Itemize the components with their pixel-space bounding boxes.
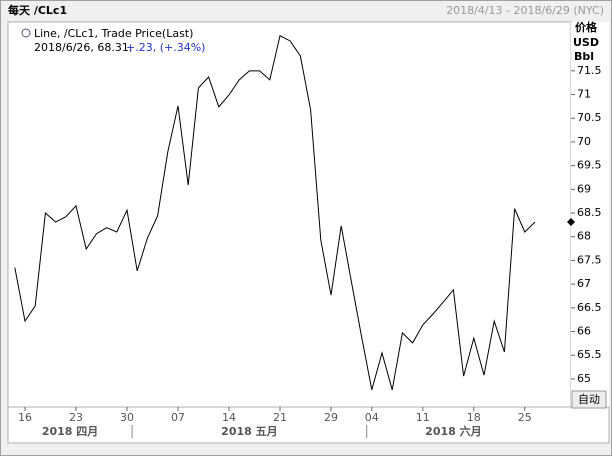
y-tick-label: 65.5 [577, 348, 602, 361]
date-range: 2018/4/13 - 2018/6/29 (NYC) [446, 4, 604, 17]
x-tick-label: 16 [18, 411, 32, 424]
change: +.23, (+.34%) [126, 41, 205, 54]
x-tick-label: 25 [518, 411, 532, 424]
y-tick-label: 71 [577, 88, 591, 101]
y-tick-label: 70.5 [577, 111, 602, 124]
x-tick-label: 18 [467, 411, 481, 424]
y-tick-label: 67 [577, 277, 591, 290]
y-tick-label: 65 [577, 372, 591, 385]
x-tick-label: 11 [416, 411, 430, 424]
last-marker [567, 218, 575, 227]
month-label: 2018 四月 [42, 425, 98, 438]
y-tick-label: 71.5 [577, 64, 602, 77]
line [14, 35, 536, 390]
month-label: 2018 五月 [221, 425, 277, 438]
x-tick-label: 14 [222, 411, 236, 424]
x-tick-label: 29 [324, 411, 338, 424]
y-tick-label: 67.5 [577, 253, 602, 266]
auto-button[interactable] [571, 390, 607, 409]
x-axis-area [7, 406, 610, 444]
axis-area [571, 22, 609, 407]
info: 2018/6/26, 68.31, [34, 41, 132, 54]
legend-icon [21, 28, 31, 38]
legend-entry: Line, /CLc1, Trade Price(Last) [34, 27, 193, 40]
y-tick-label: 69 [577, 182, 591, 195]
chart-title: 每天 /CLc1 [8, 3, 67, 17]
y-tick-label: 68.5 [577, 206, 602, 219]
x-tick-label: 23 [69, 411, 83, 424]
y-tick-label: 68 [577, 230, 591, 243]
x-tick-label: 04 [365, 411, 379, 424]
x-tick-label: 21 [273, 411, 287, 424]
y-label: Bbl [574, 50, 594, 63]
y-tick-label: 66 [577, 325, 591, 338]
auto-button-label[interactable]: 自动 [578, 393, 600, 406]
x-tick-label: 07 [171, 411, 185, 424]
y-label: 价格 [575, 20, 598, 34]
month-label: 2018 六月 [425, 424, 481, 438]
y-tick-label: 69.5 [577, 159, 602, 172]
x-tick-label: 30 [120, 411, 134, 424]
y-tick-label: 66.5 [577, 301, 602, 314]
plot-area [7, 21, 572, 408]
y-tick-label: 70 [577, 135, 591, 148]
y-label: USD [573, 36, 599, 49]
